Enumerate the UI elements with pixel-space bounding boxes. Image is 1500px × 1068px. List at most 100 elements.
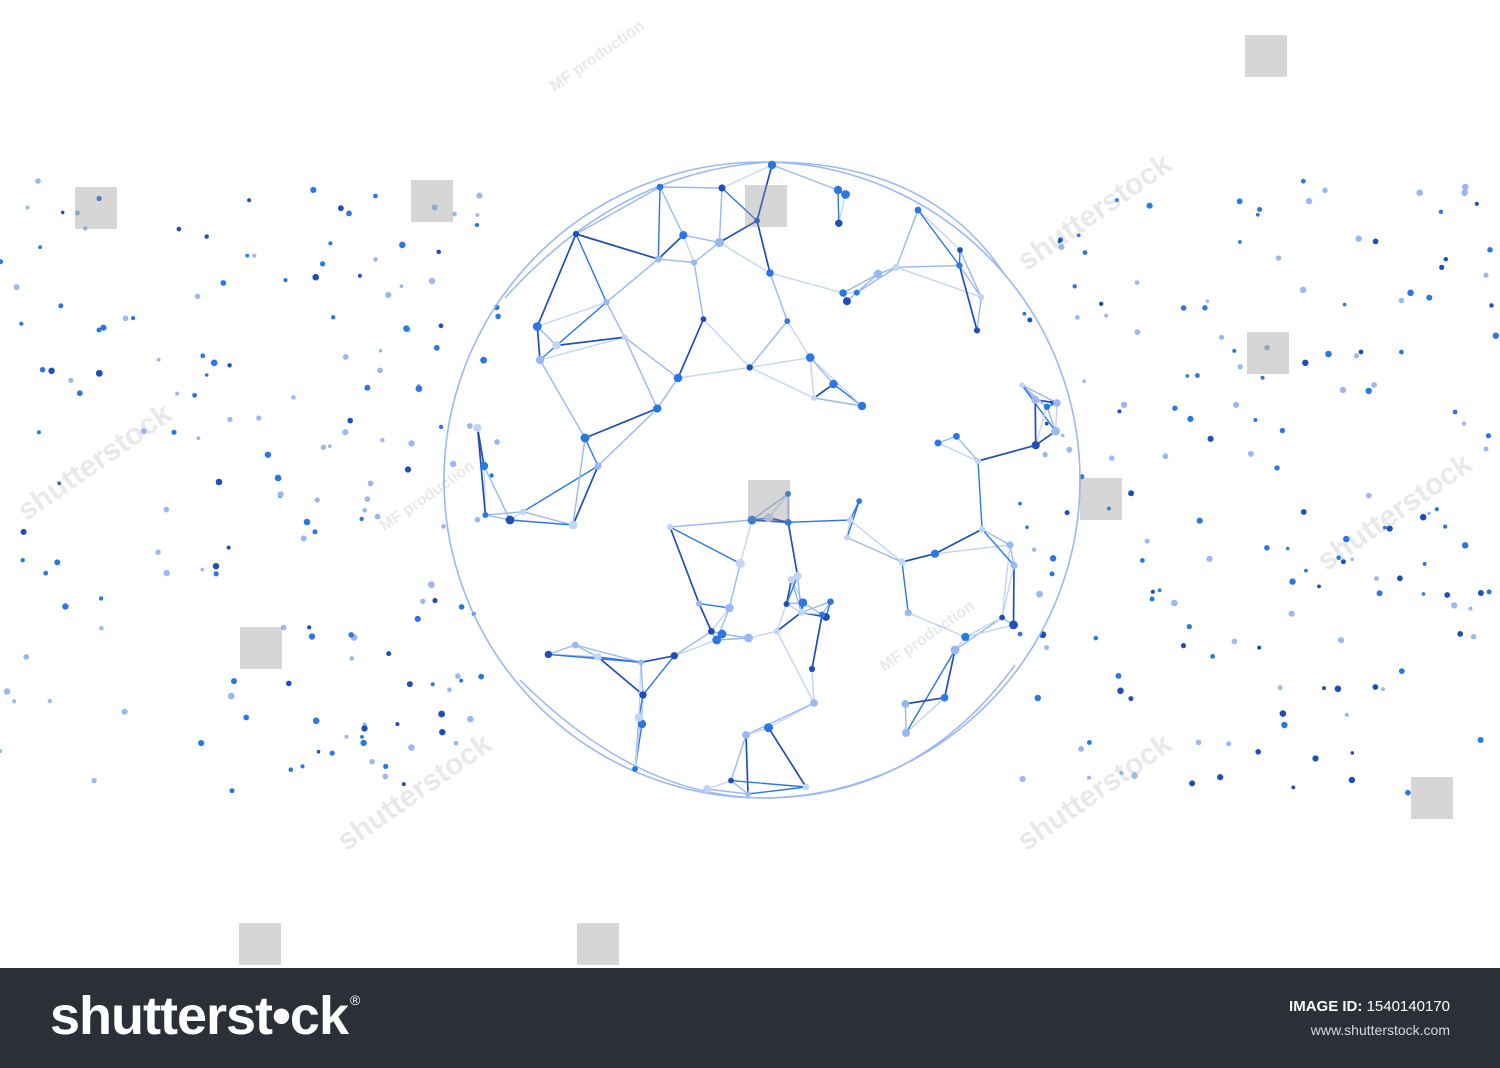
particle-dot: [1065, 510, 1070, 515]
particle-dot: [328, 444, 332, 448]
particle-dot: [475, 517, 480, 522]
particle-dot: [1027, 318, 1032, 323]
mesh-nodes: [473, 161, 1060, 797]
particle-dot: [1416, 189, 1423, 196]
particle-dot: [385, 292, 391, 298]
mesh-node: [784, 601, 790, 607]
particle-dot: [1462, 184, 1469, 191]
particle-dot: [1145, 539, 1150, 544]
mesh-node: [834, 186, 842, 194]
image-id: IMAGE ID: 1540140170: [1289, 998, 1450, 1015]
mesh-node: [745, 791, 751, 797]
particle-dot: [358, 274, 362, 278]
mesh-node: [622, 334, 628, 340]
particle-dot: [1354, 353, 1359, 358]
particle-dot: [19, 322, 23, 326]
particle-dot: [328, 241, 332, 245]
particle-dot: [1468, 607, 1472, 611]
mesh-line: [660, 187, 683, 235]
particle-dot: [1117, 688, 1124, 695]
particle-dot: [1035, 695, 1041, 701]
mesh-node: [794, 572, 802, 580]
watermark-text: MF production: [547, 17, 648, 95]
mesh-line: [945, 650, 955, 698]
particle-dot: [37, 430, 41, 434]
mesh-line: [750, 367, 814, 398]
mesh-node: [569, 521, 578, 530]
particle-dot: [1439, 210, 1443, 214]
mesh-node: [951, 646, 960, 655]
particle-dot: [447, 687, 452, 692]
watermark-text: MF production: [377, 457, 478, 535]
outline-arc: [505, 162, 1005, 298]
mesh-node: [905, 609, 912, 616]
mesh-line: [694, 263, 703, 320]
mesh-line: [1002, 566, 1014, 618]
particle-dot: [1461, 190, 1468, 197]
mesh-line: [719, 243, 770, 274]
particle-dot: [68, 378, 73, 383]
mesh-line: [585, 409, 657, 439]
particle-dot: [1036, 591, 1043, 598]
mesh-line: [694, 243, 719, 263]
mesh-node: [803, 784, 810, 791]
particle-dot: [252, 254, 256, 258]
shutterstock-logo: shutterst•ck ®: [50, 986, 370, 1046]
particle-dot: [346, 211, 352, 217]
watermark-square: [577, 923, 619, 965]
particle-dot: [383, 764, 388, 769]
particle-dot: [175, 392, 179, 396]
particle-dot: [1487, 247, 1493, 253]
mesh-line: [731, 735, 746, 781]
particle-dot: [40, 367, 46, 373]
mesh-node: [536, 356, 544, 364]
registered-mark: ®: [350, 992, 360, 1008]
particle-dot: [43, 571, 48, 576]
particle-dot: [1232, 639, 1238, 645]
mesh-node: [978, 294, 984, 300]
mesh-node: [712, 636, 721, 645]
particle-dot: [1322, 188, 1327, 193]
particle-dot: [1399, 350, 1404, 355]
particle-dot: [1471, 634, 1476, 639]
particle-dot: [360, 740, 366, 746]
wireframe-mesh: [478, 165, 1057, 794]
particle-dot: [313, 529, 318, 534]
particle-dot: [343, 354, 349, 360]
particle-dot: [1439, 265, 1444, 270]
mesh-node: [594, 653, 602, 661]
particle-dot: [377, 368, 383, 374]
particle-dot: [54, 559, 60, 565]
mesh-node: [798, 609, 805, 616]
watermark-square: [239, 923, 281, 965]
mesh-node: [594, 462, 601, 469]
mesh-node: [854, 290, 860, 296]
particle-dot: [1181, 305, 1187, 311]
particle-dot: [1493, 333, 1499, 339]
mesh-node: [703, 785, 711, 793]
particle-dot: [476, 213, 480, 217]
particle-dot: [77, 390, 83, 396]
mesh-line: [657, 378, 678, 409]
particle-dot: [475, 223, 479, 227]
particle-dot: [157, 358, 161, 362]
particle-dot: [1238, 240, 1242, 244]
particle-dot: [1399, 298, 1404, 303]
mesh-line: [810, 358, 833, 385]
particle-dot: [278, 491, 284, 497]
particle-dot: [1443, 525, 1447, 529]
mesh-line: [658, 187, 660, 259]
particle-dot: [1335, 686, 1342, 693]
particle-dot: [283, 278, 287, 282]
particle-dot: [1187, 416, 1193, 422]
particle-dot: [1373, 684, 1379, 690]
particle-dot: [1050, 555, 1056, 561]
mesh-line: [750, 321, 788, 367]
mesh-line: [670, 527, 699, 604]
mesh-line: [699, 604, 729, 608]
particle-dot: [1343, 303, 1347, 307]
particle-dot: [1478, 737, 1484, 743]
mesh-line: [625, 337, 658, 408]
particle-dot: [1087, 740, 1092, 745]
